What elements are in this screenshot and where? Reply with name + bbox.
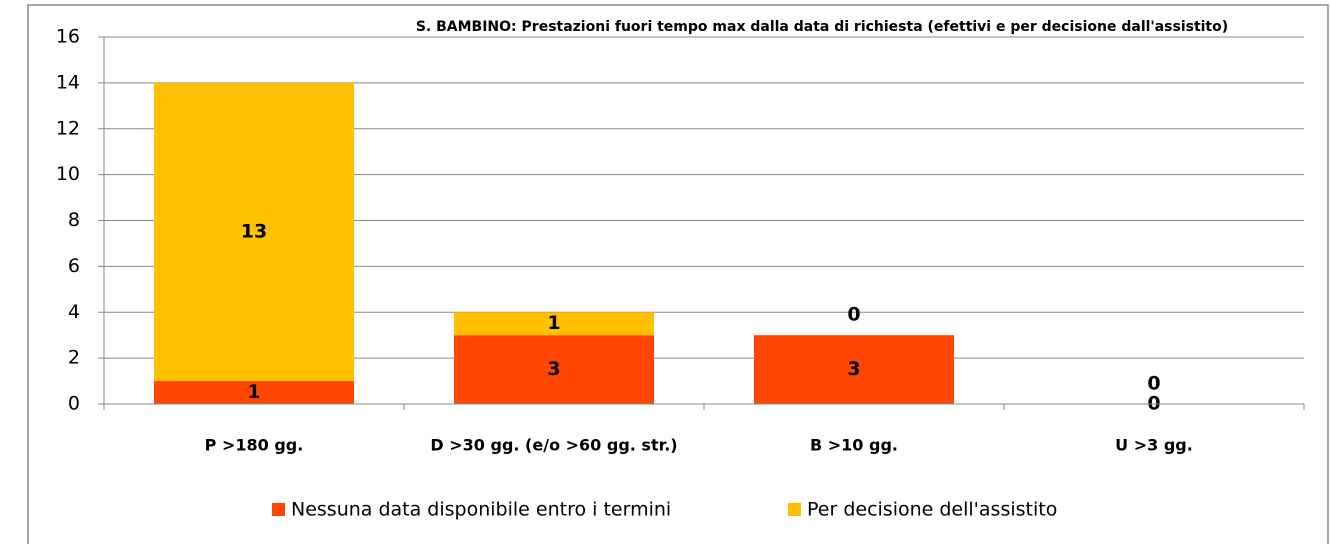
y-tick-label: 12 xyxy=(56,117,80,139)
y-tick-label: 14 xyxy=(56,71,80,93)
bar-segment xyxy=(454,335,654,404)
data-label: 0 xyxy=(847,304,860,326)
y-tick-label: 4 xyxy=(68,301,80,323)
y-tick-label: 0 xyxy=(68,393,80,415)
legend-label: Per decisione dell'assistito xyxy=(807,499,1057,521)
x-tick-label: P >180 gg. xyxy=(205,436,304,455)
bar-segment xyxy=(454,312,654,336)
data-label: 0 xyxy=(1147,373,1160,395)
data-label: 1 xyxy=(247,381,260,403)
data-label: 3 xyxy=(547,358,560,380)
y-tick-label: 6 xyxy=(68,255,80,277)
data-label: 1 xyxy=(547,312,560,334)
x-tick-label: U >3 gg. xyxy=(1115,436,1193,455)
bar-segment xyxy=(154,82,354,382)
bar-segment xyxy=(754,335,954,404)
y-tick-label: 8 xyxy=(68,209,80,231)
x-tick-label: D >30 gg. (e/o >60 gg. str.) xyxy=(430,436,677,455)
y-tick-label: 16 xyxy=(56,26,80,48)
legend-label: Nessuna data disponibile entro i termini xyxy=(291,499,671,521)
bar-segment xyxy=(154,381,354,404)
chart-title: S. BAMBINO: Prestazioni fuori tempo max … xyxy=(416,19,1228,35)
data-label: 3 xyxy=(847,358,860,380)
y-tick-label: 10 xyxy=(56,163,80,185)
x-tick-label: B >10 gg. xyxy=(810,436,898,455)
legend-swatch xyxy=(272,503,285,516)
y-tick-label: 2 xyxy=(68,347,80,369)
legend-swatch xyxy=(788,503,801,516)
data-label: 13 xyxy=(241,220,267,242)
